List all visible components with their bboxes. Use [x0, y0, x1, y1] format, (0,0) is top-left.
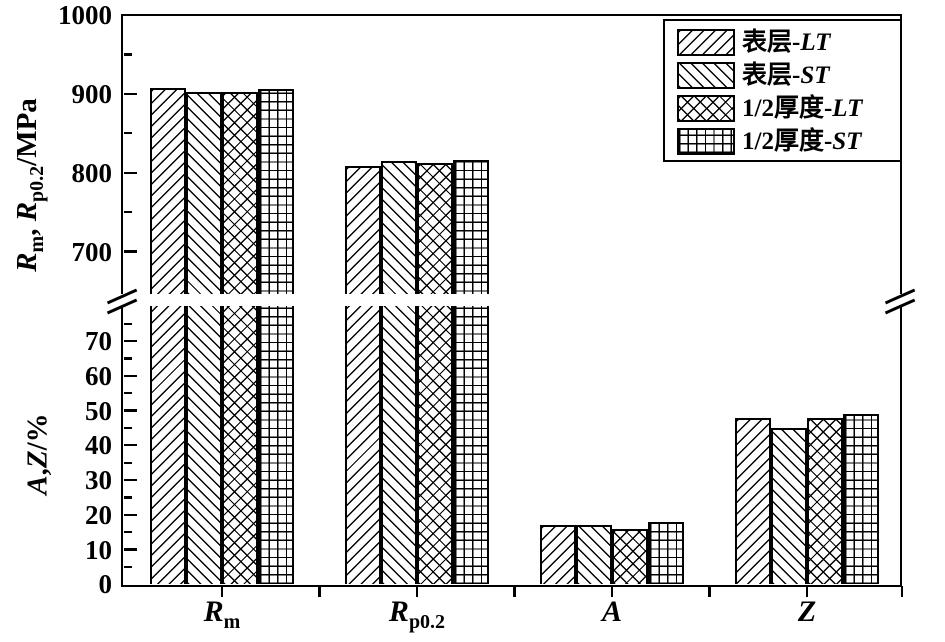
x-tick: [805, 586, 809, 597]
y-minor-tick-65: [123, 357, 132, 360]
ylabel-top-R2: R: [11, 201, 44, 222]
y-major-tick-800: [123, 171, 137, 174]
legend-label-half-thickness-ST: 1/2厚度-ST: [742, 128, 861, 155]
y-tick-label-900: 900: [71, 78, 113, 109]
cat-Rm-base: R: [203, 595, 224, 628]
x-tick: [318, 586, 321, 597]
legend-item-surface-LT: 表层-LT: [677, 29, 900, 56]
bar-A-1/2厚度-LT: [612, 528, 648, 585]
cat-A-base: A: [601, 595, 622, 628]
bar-Rm-1/2厚度-ST: [257, 89, 294, 585]
x-tick: [610, 586, 614, 597]
y-tick-label-40: 40: [85, 430, 112, 461]
y-major-tick-20: [123, 513, 137, 516]
y-minor-tick-15: [123, 531, 132, 534]
legend-label-surface-ST: 表层-ST: [742, 62, 830, 89]
bar-A-1/2厚度-ST: [647, 521, 684, 585]
y-minor-tick-45: [123, 426, 132, 429]
legend-swatch-crosshatch: [677, 95, 735, 122]
bar-Z-1/2厚度-LT: [807, 417, 843, 585]
legend-label-suffix: ST: [832, 128, 862, 155]
bar-A-表层-ST: [576, 525, 612, 585]
bar-Rp0.2-1/2厚度-LT: [417, 163, 453, 585]
bar-A-表层-LT: [540, 525, 577, 585]
y-minor-tick-55: [123, 392, 132, 395]
y-major-tick-30: [123, 478, 137, 482]
bar-Z-表层-LT: [735, 417, 772, 585]
y-major-tick-10: [123, 548, 137, 551]
y-major-tick-700: [123, 250, 137, 253]
bar-Rp0.2-表层-ST: [381, 160, 417, 585]
y-tick-label-0: 0: [98, 569, 113, 600]
bar-Z-表层-ST: [771, 427, 807, 585]
y-minor-tick-25: [123, 496, 132, 499]
legend-label-prefix: 表层-: [742, 29, 801, 56]
y-tick-label-50: 50: [85, 395, 112, 426]
x-tick: [415, 586, 419, 597]
y-tick-label-1000: 1000: [58, 0, 112, 30]
y-tick-label-800: 800: [71, 157, 113, 188]
y-tick-label-60: 60: [85, 360, 112, 391]
legend-label-suffix: LT: [832, 95, 863, 122]
y-tick-label-30: 30: [85, 465, 112, 496]
y-major-tick-900: [123, 92, 137, 95]
y-minor-tick-75: [123, 322, 132, 325]
cat-Rp02-sub: p0.2: [408, 611, 446, 633]
y-minor-tick-750: [123, 211, 132, 214]
x-tick: [220, 586, 224, 597]
x-tick: [708, 586, 711, 597]
cat-Z-base: Z: [797, 595, 817, 628]
bar-Rm-表层-ST: [186, 92, 222, 585]
x-tick-label-A: A: [527, 595, 697, 634]
y-minor-tick-5: [123, 565, 132, 568]
y-major-tick-70: [123, 339, 137, 343]
legend: 表层-LT 表层-ST 1/2厚度-LT 1/2厚度-ST: [663, 19, 902, 162]
y-minor-tick-35: [123, 461, 132, 464]
bar-Z-1/2厚度-ST: [842, 414, 879, 585]
legend-swatch-grid: [677, 128, 735, 155]
ylabel-top-comma: ,: [11, 221, 44, 236]
legend-item-surface-ST: 表层-ST: [677, 62, 900, 89]
legend-label-prefix: 1/2厚度-: [742, 128, 833, 155]
legend-swatch-diagonal-backward: [677, 62, 735, 89]
legend-swatch-diagonal-forward: [677, 29, 735, 56]
legend-label-prefix: 表层-: [742, 62, 801, 89]
y-tick-label-20: 20: [85, 499, 112, 530]
y-tick-label-70: 70: [85, 326, 112, 357]
legend-label-prefix: 1/2厚度-: [742, 95, 833, 122]
y-minor-tick-950: [123, 53, 132, 56]
bar-Rp0.2-1/2厚度-ST: [452, 160, 489, 585]
x-tick: [900, 586, 904, 597]
bar-Rm-1/2厚度-LT: [222, 92, 258, 585]
ylabel-top-unit: /MPa: [11, 98, 44, 166]
legend-label-suffix: LT: [800, 29, 831, 56]
y-major-tick-60: [123, 374, 137, 377]
legend-label-suffix: ST: [800, 62, 830, 89]
legend-item-half-thickness-ST: 1/2厚度-ST: [677, 128, 900, 155]
cat-Rp02-base: R: [388, 595, 409, 628]
axis-break-band: [114, 293, 910, 306]
legend-label-surface-LT: 表层-LT: [742, 29, 830, 56]
legend-item-half-thickness-LT: 1/2厚度-LT: [677, 95, 900, 122]
y-tick-label-10: 10: [85, 534, 112, 565]
bar-Rm-表层-LT: [150, 88, 187, 585]
x-tick-label-Z: Z: [722, 595, 892, 634]
y-major-tick-50: [123, 409, 137, 412]
legend-label-half-thickness-LT: 1/2厚度-LT: [742, 95, 862, 122]
bar-Rp0.2-表层-LT: [345, 165, 382, 585]
y-major-tick-40: [123, 444, 137, 447]
y-tick-label-700: 700: [71, 236, 113, 267]
x-tick-label-Rp02: Rp0.2: [332, 595, 502, 634]
x-tick-label-Rm: Rm: [137, 595, 307, 634]
y-minor-tick-850: [123, 132, 132, 135]
cat-Rm-sub: m: [223, 611, 241, 633]
x-tick: [513, 586, 516, 597]
